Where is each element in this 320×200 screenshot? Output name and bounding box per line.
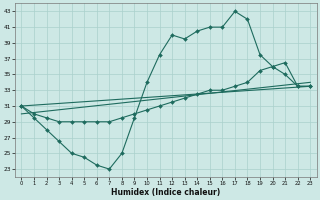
X-axis label: Humidex (Indice chaleur): Humidex (Indice chaleur): [111, 188, 220, 197]
